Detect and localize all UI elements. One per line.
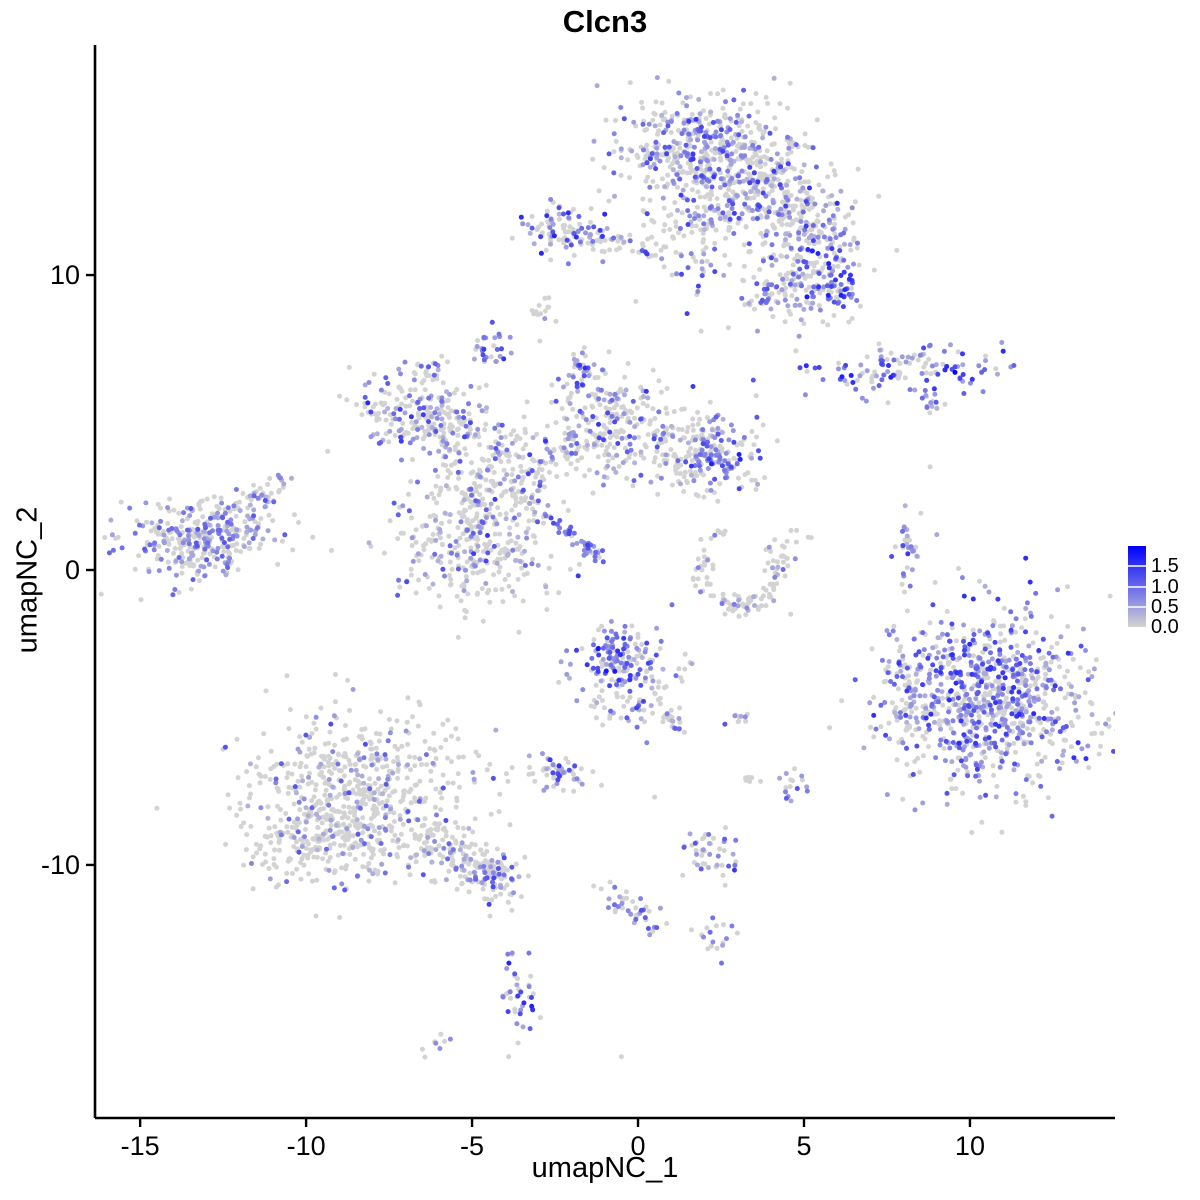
data-points xyxy=(98,75,1115,1060)
x-tick-label: -5 xyxy=(460,1131,484,1161)
x-tick-label: 0 xyxy=(631,1131,646,1161)
x-tick-label: -15 xyxy=(121,1131,160,1161)
x-axis-label: umapNC_1 xyxy=(531,1152,679,1184)
y-tick-label: -10 xyxy=(41,850,80,880)
axis-lines xyxy=(93,45,1115,1120)
y-axis-label: umapNC_2 xyxy=(11,506,44,654)
x-tick-label: 5 xyxy=(796,1131,811,1161)
x-tick-label: 10 xyxy=(955,1131,985,1161)
y-tick-label: 10 xyxy=(50,260,80,290)
plot-title: Clcn3 xyxy=(562,4,648,39)
y-tick-label: 0 xyxy=(65,555,80,585)
axis-ticks: -15 -10 -5 0 5 10 10 0 -10 xyxy=(41,260,985,1161)
x-tick-label: -10 xyxy=(287,1131,326,1161)
